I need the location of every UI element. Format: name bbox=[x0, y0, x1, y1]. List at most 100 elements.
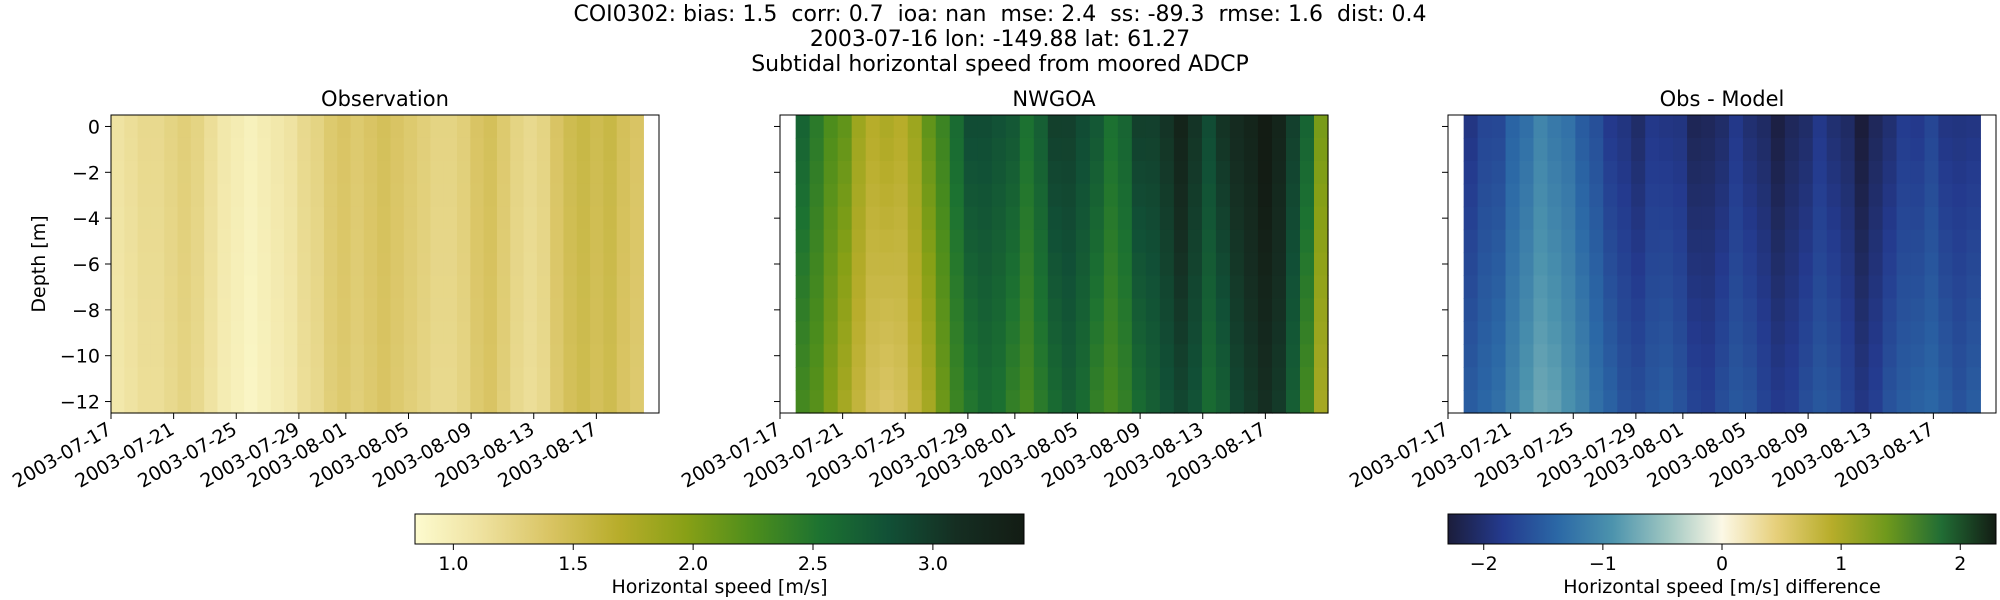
heatmap-cell bbox=[1701, 275, 1716, 299]
heatmap-cell bbox=[1215, 275, 1231, 299]
heatmap-cell bbox=[1229, 183, 1245, 208]
heatmap-cell bbox=[1575, 137, 1590, 162]
heatmap-cell bbox=[795, 183, 811, 208]
heatmap-cell bbox=[1868, 275, 1884, 299]
heatmap-cell bbox=[893, 298, 909, 322]
heatmap-cell bbox=[496, 206, 511, 231]
heatmap-cell bbox=[1271, 275, 1287, 299]
heatmap-cell bbox=[1285, 275, 1301, 299]
heatmap-cell bbox=[443, 275, 458, 299]
heatmap-cell bbox=[1687, 229, 1702, 254]
heatmap-cell bbox=[190, 229, 205, 254]
heatmap-cell bbox=[590, 367, 605, 391]
heatmap-cell bbox=[496, 275, 511, 299]
heatmap-cell bbox=[1285, 137, 1301, 162]
heatmap-cell bbox=[164, 367, 179, 391]
heatmap-cell bbox=[297, 137, 312, 162]
heatmap-cell bbox=[1257, 183, 1273, 208]
heatmap-cell bbox=[991, 252, 1007, 277]
heatmap-cell bbox=[1938, 321, 1954, 345]
heatmap-cell bbox=[1117, 367, 1133, 391]
heatmap-cell bbox=[851, 252, 867, 277]
heatmap-cell bbox=[510, 206, 525, 231]
heatmap-cell bbox=[1187, 298, 1203, 322]
heatmap-cell bbox=[403, 321, 418, 345]
heatmap-cell bbox=[1561, 252, 1576, 277]
heatmap-cell bbox=[190, 321, 205, 345]
heatmap-cell bbox=[124, 137, 139, 162]
heatmap-cell bbox=[935, 367, 951, 391]
heatmap-cell bbox=[1019, 252, 1035, 277]
heatmap-cell bbox=[230, 321, 245, 345]
heatmap-cell bbox=[1145, 275, 1161, 299]
heatmap-cell bbox=[1243, 206, 1259, 231]
heatmap-cell bbox=[310, 160, 325, 185]
heatmap-cell bbox=[1243, 183, 1259, 208]
y-axis-label: Depth [m] bbox=[28, 215, 50, 312]
heatmap-cell bbox=[1701, 298, 1716, 322]
heatmap-cell bbox=[297, 367, 312, 391]
heatmap-cell bbox=[496, 390, 511, 414]
heatmap-cell bbox=[363, 298, 378, 322]
heatmap-cell bbox=[1313, 298, 1329, 322]
heatmap-cell bbox=[1271, 137, 1287, 162]
heatmap-cell bbox=[1798, 160, 1814, 185]
heatmap-cell bbox=[865, 206, 881, 231]
heatmap-cell bbox=[523, 344, 538, 368]
heatmap-cell bbox=[1742, 344, 1758, 368]
heatmap-cell bbox=[809, 298, 825, 322]
colorbar-tick-label: −1 bbox=[1589, 553, 1617, 575]
heatmap-cell bbox=[1659, 252, 1674, 277]
heatmap-cell bbox=[350, 115, 365, 139]
heatmap-cell bbox=[443, 183, 458, 208]
heatmap-cell bbox=[1299, 137, 1315, 162]
heatmap-cell bbox=[1299, 252, 1315, 277]
heatmap-cell bbox=[837, 390, 853, 414]
heatmap-cell bbox=[563, 390, 578, 414]
heatmap-cell bbox=[823, 115, 839, 139]
heatmap-cell bbox=[536, 137, 551, 162]
heatmap-cell bbox=[935, 275, 951, 299]
heatmap-cell bbox=[1910, 183, 1926, 208]
heatmap-cell bbox=[1103, 160, 1119, 185]
heatmap-cell bbox=[1547, 183, 1562, 208]
heatmap-cell bbox=[1631, 390, 1646, 414]
heatmap-cell bbox=[1617, 321, 1632, 345]
heatmap-cell bbox=[1299, 160, 1315, 185]
heatmap-cell bbox=[1575, 160, 1590, 185]
heatmap-cell bbox=[1215, 344, 1231, 368]
heatmap-cell bbox=[297, 252, 312, 277]
heatmap-cell bbox=[350, 252, 365, 277]
heatmap-cell bbox=[1173, 137, 1189, 162]
heatmap-cell bbox=[1784, 160, 1800, 185]
heatmap-cell bbox=[1159, 115, 1175, 139]
heatmap-cell bbox=[457, 367, 471, 391]
heatmap-cell bbox=[809, 252, 825, 277]
heatmap-cell bbox=[823, 321, 839, 345]
heatmap-cell bbox=[1701, 206, 1716, 231]
heatmap-cell bbox=[1159, 206, 1175, 231]
heatmap-cell bbox=[563, 344, 578, 368]
heatmap-cell bbox=[1243, 390, 1259, 414]
heatmap-cell bbox=[457, 321, 471, 345]
heatmap-cell bbox=[921, 298, 937, 322]
heatmap-cell bbox=[1896, 252, 1912, 277]
heatmap-cell bbox=[576, 160, 591, 185]
heatmap-cell bbox=[363, 390, 378, 414]
heatmap-cell bbox=[1715, 229, 1730, 254]
heatmap-cell bbox=[457, 298, 471, 322]
heatmap-cell bbox=[1756, 321, 1772, 345]
heatmap-cell bbox=[1966, 137, 1981, 162]
heatmap-cell bbox=[1005, 115, 1021, 139]
heatmap-cell bbox=[1229, 390, 1245, 414]
heatmap-cell bbox=[893, 367, 909, 391]
heatmap-cell bbox=[1742, 137, 1758, 162]
heatmap-cell bbox=[851, 160, 867, 185]
heatmap-cell bbox=[1770, 344, 1786, 368]
heatmap-cell bbox=[879, 344, 895, 368]
heatmap-cell bbox=[1784, 321, 1800, 345]
heatmap-cell bbox=[1033, 321, 1049, 345]
heatmap-cell bbox=[230, 137, 245, 162]
heatmap-cell bbox=[1299, 115, 1315, 139]
heatmap-cell bbox=[1257, 137, 1273, 162]
